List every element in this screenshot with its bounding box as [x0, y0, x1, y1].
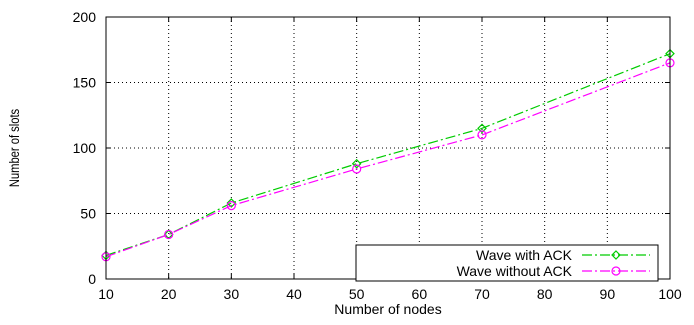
y-axis-title: Number of slots — [7, 109, 22, 187]
series-1 — [101, 48, 675, 261]
grid — [106, 17, 670, 279]
x-tick-label: 80 — [537, 286, 553, 302]
legend-marker — [611, 250, 621, 260]
data-point — [477, 130, 487, 140]
legend-label: Wave with ACK — [476, 247, 573, 263]
legend-label: Wave without ACK — [457, 263, 573, 279]
x-tick-label: 90 — [600, 286, 616, 302]
legend-marker — [611, 266, 621, 276]
data-point — [351, 158, 362, 169]
y-tick-label: 100 — [73, 140, 97, 156]
data-point — [477, 123, 487, 134]
data-point — [164, 229, 174, 240]
series-line — [105, 53, 671, 256]
data-point — [226, 198, 237, 208]
x-tick-label: 60 — [412, 286, 428, 302]
y-tick-label: 0 — [88, 271, 96, 287]
x-tick-label: 10 — [98, 286, 114, 302]
y-tick-label: 50 — [80, 206, 96, 222]
x-tick-label: 30 — [224, 286, 240, 302]
legend-box — [355, 244, 659, 282]
x-tick-label: 70 — [474, 286, 490, 302]
x-tick-label: 100 — [658, 286, 682, 302]
series-line — [105, 62, 671, 258]
x-tick-label: 50 — [349, 286, 365, 302]
series-lines — [101, 48, 675, 262]
x-tick-label: 40 — [286, 286, 302, 302]
y-tick-label: 150 — [73, 75, 97, 91]
x-axis-title: Number of nodes — [334, 301, 441, 317]
data-point — [352, 164, 362, 174]
y-tick-label: 200 — [73, 9, 97, 25]
x-tick-label: 20 — [161, 286, 177, 302]
series-2 — [101, 58, 675, 262]
axis-ticks: 10 20 30 40 50 60 70 80 90 100 0 50 100 150 200 — [73, 9, 682, 302]
data-point — [226, 201, 236, 211]
